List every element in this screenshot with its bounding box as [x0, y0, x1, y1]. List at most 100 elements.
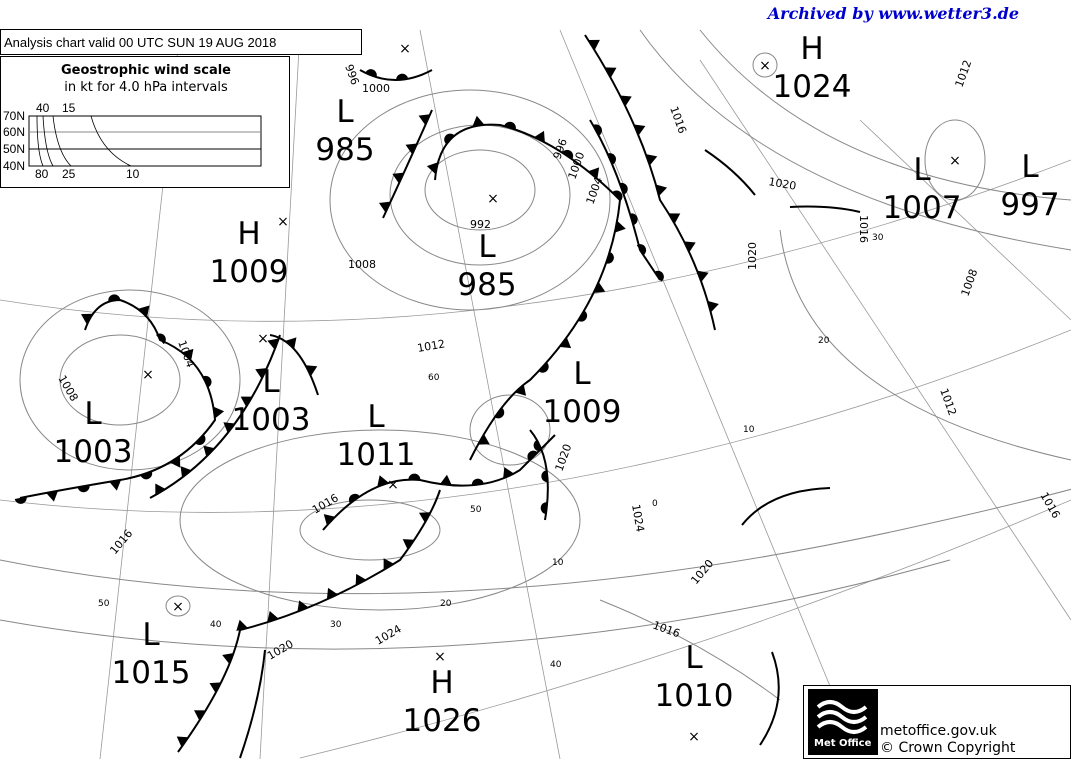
centre-cross-icon: × [434, 649, 446, 665]
isobar-label: 996 [551, 137, 570, 161]
cold-front [176, 489, 441, 753]
cold-front-triangle [402, 539, 415, 550]
cold-front-triangle [323, 514, 336, 526]
system-type: H [800, 31, 823, 67]
cold-front-triangle [392, 172, 404, 184]
centre-cross-icon: × [399, 41, 411, 57]
cold-front-triangle [620, 95, 632, 107]
occluded-front [14, 294, 225, 504]
warm-front-semicircle [504, 121, 516, 130]
lat-40n: 40N [3, 159, 26, 173]
trough-line [759, 651, 780, 746]
wind-scale-legend: Geostrophic wind scale in kt for 4.0 hPa… [0, 56, 290, 188]
warm-front-semicircle [494, 407, 505, 419]
cold-front-triangle [80, 313, 93, 325]
cold-front-triangle [588, 167, 600, 179]
isobar-label: 1008 [959, 267, 981, 298]
archive-banner[interactable]: Archived by www.wetter3.de [767, 4, 1019, 23]
cold-front-triangle [383, 558, 394, 570]
cold-front-triangle [707, 300, 719, 313]
centre-cross-icon: × [277, 214, 289, 230]
system-pressure: 1003 [54, 434, 133, 470]
isobar-label: 1020 [688, 557, 716, 587]
warm-front-semicircle [541, 470, 548, 483]
isobar-label: 1004 [584, 175, 606, 206]
isobar-label: 1012 [953, 58, 975, 89]
cold-front-triangle [559, 337, 572, 349]
warm-front-semicircle [654, 270, 664, 282]
warm-front-semicircle [636, 244, 647, 256]
centre-cross-icon: × [172, 599, 184, 615]
isobar-label: 1004 [175, 339, 197, 370]
cold-front-triangle [472, 115, 485, 127]
warm-front-semicircle [203, 375, 212, 388]
centre-cross-icon: × [688, 729, 700, 745]
cold-front-triangle [593, 281, 606, 293]
centre-cross-icon: × [487, 191, 499, 207]
isobar-label: 1012 [937, 387, 959, 418]
cold-front-triangle [46, 490, 58, 502]
warm-front-semicircle [348, 493, 360, 504]
cold-front-triangle [534, 130, 545, 143]
warm-front [589, 119, 664, 282]
isobar-label: 1016 [857, 215, 870, 243]
system-type: L [336, 94, 354, 130]
cold-front [149, 334, 319, 499]
cold-front-triangle [478, 434, 490, 445]
centre-cross-icon: × [759, 58, 771, 74]
isobar-label: 1020 [767, 175, 797, 193]
system-pressure: 1009 [543, 394, 622, 430]
lat-70n: 70N [3, 109, 26, 123]
cold-front [378, 109, 433, 219]
lat-50n: 50N [3, 142, 26, 156]
warm-front-semicircle [619, 182, 628, 195]
warm-front-semicircle [14, 496, 27, 504]
cold-front-triangle [267, 338, 279, 350]
met-office-logo: Met Office [808, 689, 878, 755]
occluded-front [426, 115, 626, 461]
warm-front-semicircle [155, 333, 166, 345]
system-type: L [142, 617, 160, 653]
system-pressure: 1011 [337, 437, 416, 473]
system-type: H [430, 665, 453, 701]
cold-front-triangle [514, 384, 527, 396]
warm-front [359, 69, 433, 81]
system-type: L [573, 356, 591, 392]
cold-front-triangle [503, 467, 514, 479]
cold-front-triangle [377, 475, 389, 487]
trough-line [789, 205, 861, 213]
latitude-label: 30 [872, 233, 884, 243]
wind-scale-graph [28, 115, 262, 167]
cold-front-triangle [222, 652, 234, 665]
isobar-label: 992 [470, 218, 491, 231]
cold-front-triangle [297, 600, 309, 612]
cold-front-triangle [138, 305, 150, 317]
warm-front-semicircle [538, 362, 549, 373]
warm-front-semicircle [605, 251, 614, 264]
met-office-footer: Met Office metoffice.gov.uk © Crown Copy… [803, 685, 1071, 759]
wind-scale-title: Geostrophic wind scale [60, 63, 231, 78]
system-type: L [685, 640, 703, 676]
isobar-label: 1012 [416, 337, 446, 355]
site-link[interactable]: metoffice.gov.uk [880, 723, 997, 739]
warm-front-semicircle [533, 439, 543, 452]
occluded-front [322, 434, 556, 531]
system-pressure: 1009 [210, 254, 289, 290]
warm-front-semicircle [612, 190, 623, 201]
centre-cross-icon: × [142, 367, 154, 383]
logo-text: Met Office [814, 738, 872, 749]
cold-front-triangle [655, 184, 668, 197]
system-type: L [367, 399, 385, 435]
cold-front-triangle [180, 466, 192, 478]
warm-front-semicircle [471, 478, 484, 486]
isobar-label: 996 [342, 63, 361, 87]
system-pressure: 1007 [883, 190, 962, 226]
latitude-label: 40 [210, 620, 222, 630]
trough-line [239, 649, 266, 759]
trough-line [741, 487, 831, 526]
cold-front-triangle [668, 213, 681, 224]
system-pressure: 997 [1000, 187, 1059, 223]
